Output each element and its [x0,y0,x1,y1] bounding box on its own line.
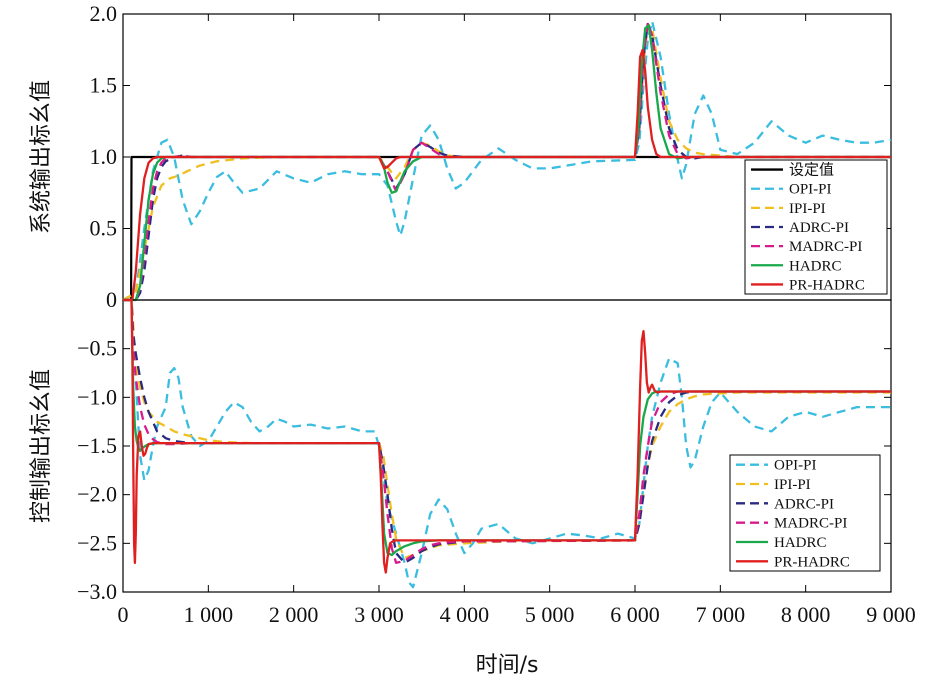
plot-top-y-ticks: 0 0.5 1.0 1.5 2.0 [90,1,891,312]
legend-entry: MADRC-PI [789,239,862,255]
xtick-label: 0 [118,602,129,627]
series-line-PR-HADRC [123,298,891,574]
plot-bottom-y-ticks: −3.0 −2.5 −2.0 −1.5 −1.0 −0.5 [77,336,891,604]
bottom-ytick-label: −2.0 [77,482,117,507]
legend-entry: ADRC-PI [774,496,834,512]
xtick-label: 8 000 [781,602,831,627]
bottom-ytick-label: −3.0 [77,579,117,604]
legend-entry: ADRC-PI [789,220,849,236]
bottom-ytick-label: −2.5 [77,530,117,555]
xtick-label: 9 000 [866,602,916,627]
series-line-OPI-PI [122,20,892,302]
legend-entry: MADRC-PI [774,516,847,532]
series-line-MADRC-PI [123,21,891,302]
xtick-label: 3 000 [354,602,404,627]
bottom-ytick-label: −1.5 [77,433,117,458]
xtick-label: 4 000 [440,602,490,627]
top-ytick-label: 1.0 [90,144,118,169]
legend-entry: IPI-PI [774,477,811,493]
bottom-ytick-label: −1.0 [77,384,117,409]
legend-entry: PR-HADRC [789,277,865,293]
legend-entry: OPI-PI [789,182,832,198]
xtick-label: 5 000 [525,602,575,627]
plot-top: 0 0.5 1.0 1.5 2.0 设定值 OPI-PI IPI-PI ADRC-PI MADR… [29,1,892,312]
legend-entry: OPI-PI [774,458,817,474]
x-axis-ticks: 0 1 000 2 000 3 000 4 000 5 000 6 000 7 000 8 00… [118,14,916,627]
series-line-HADRC [123,298,891,557]
x-axis-label: 时间/s [476,653,539,678]
series-line-MADRC-PI [123,298,891,564]
top-ytick-label: 0.5 [90,216,118,241]
xtick-label: 1 000 [184,602,234,627]
plot-bottom-series [123,298,891,589]
bottom-legend-box [729,454,881,572]
legend-entry: 设定值 [789,162,834,179]
bottom-ytick-label: −0.5 [77,336,117,361]
plot-top-ylabel: 系统输出标幺值 [29,80,54,234]
plot-bottom-legend: OPI-PI IPI-PI ADRC-PI MADRC-PI HADRC PR-HADRC [729,454,881,572]
plot-bottom: −3.0 −2.5 −2.0 −1.5 −1.0 −0.5 0 1 000 2 000 3 00… [29,14,916,678]
top-ytick-label: 0 [106,287,117,312]
top-ytick-label: 2.0 [90,1,118,26]
top-ytick-label: 1.5 [90,73,118,98]
legend-entry: IPI-PI [789,201,826,217]
legend-entry: HADRC [789,258,842,274]
plot-top-legend: 设定值 OPI-PI IPI-PI ADRC-PI MADRC-PI HADRC PR-HA… [744,159,888,295]
series-line-ADRC-PI [123,22,891,302]
plot-bottom-ylabel: 控制输出标幺值 [29,369,54,523]
xtick-label: 6 000 [610,602,660,627]
series-line-IPI-PI [122,22,891,302]
legend-entry: PR-HADRC [774,554,850,570]
series-line-PR-HADRC [123,48,891,302]
xtick-label: 2 000 [269,602,319,627]
legend-entry: HADRC [774,535,827,551]
series-line-HADRC [123,24,891,302]
series-line-IPI-PI [123,298,891,560]
xtick-label: 7 000 [696,602,746,627]
series-line-ADRC-PI [123,298,891,564]
